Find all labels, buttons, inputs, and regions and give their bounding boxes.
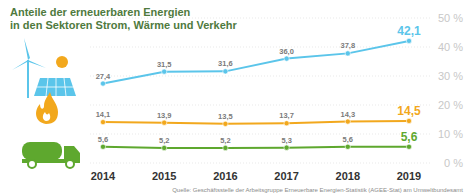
- title: Anteile der erneuerbaren Energien: [10, 6, 191, 18]
- x-tick-label: 2018: [336, 170, 360, 182]
- grid-line: [90, 105, 432, 106]
- point: [162, 120, 167, 125]
- series-line: [103, 41, 409, 84]
- data-label: 5,3: [281, 136, 291, 145]
- data-label: 5,6: [401, 130, 418, 144]
- subtitle: in den Sektoren Strom, Wärme und Verkehr: [10, 19, 237, 31]
- point: [162, 145, 167, 150]
- data-label: 31,5: [157, 60, 172, 69]
- point: [284, 145, 289, 150]
- icon-wheel: [66, 160, 74, 168]
- icon-solar: [34, 78, 76, 96]
- data-label: 13,5: [218, 112, 233, 121]
- point: [223, 145, 228, 150]
- data-label: 37,8: [340, 41, 355, 50]
- data-label: 14,5: [397, 104, 421, 118]
- icon-solar-grid: [37, 78, 73, 96]
- data-label: 13,7: [279, 111, 294, 120]
- x-tick-label: 2014: [91, 170, 116, 182]
- grid-line: [90, 134, 432, 135]
- data-label: 31,6: [218, 59, 233, 68]
- y-tick-label: 30 %: [438, 70, 463, 82]
- icon-wheel: [28, 160, 36, 168]
- data-label: 27,4: [96, 72, 111, 81]
- point: [284, 56, 289, 61]
- data-label: 14,1: [96, 110, 111, 119]
- data-label: 13,9: [157, 111, 172, 120]
- series-line: [103, 121, 409, 124]
- icon-flame-inner: [43, 112, 50, 121]
- data-label: 5,6: [98, 135, 108, 144]
- y-tick-label: 50 %: [438, 12, 463, 24]
- y-tick-label: 20 %: [438, 99, 463, 111]
- point: [100, 120, 105, 125]
- grid-line: [90, 18, 432, 19]
- source: Quelle: Geschäftsstelle der Arbeitsgrupp…: [172, 187, 463, 193]
- chart: Anteile der erneuerbaren Energienin den …: [0, 0, 468, 196]
- point: [345, 144, 350, 149]
- grid-line: [90, 163, 432, 164]
- data-label: 5,6: [343, 135, 353, 144]
- icon-turbine: [27, 60, 29, 98]
- icon-sun: [56, 56, 68, 68]
- point: [406, 118, 411, 123]
- x-tick-label: 2017: [274, 170, 298, 182]
- point: [100, 81, 105, 86]
- point: [162, 69, 167, 74]
- icon-truck-tank: [22, 142, 62, 160]
- point: [345, 51, 350, 56]
- icons: [12, 38, 80, 168]
- data-label: 5,2: [220, 136, 230, 145]
- y-tick-label: 0 %: [444, 157, 463, 169]
- y-tick-label: 10 %: [438, 128, 463, 140]
- point: [406, 38, 411, 43]
- point: [100, 144, 105, 149]
- y-tick-label: 40 %: [438, 41, 463, 53]
- data-label: 14,3: [340, 110, 355, 119]
- data-label: 42,1: [397, 24, 421, 38]
- icon-turbine-blades: [12, 38, 46, 70]
- series-line: [103, 147, 409, 148]
- x-tick-label: 2019: [397, 170, 421, 182]
- point: [223, 121, 228, 126]
- point: [284, 121, 289, 126]
- icon-flame: [36, 92, 58, 124]
- plot-area: [100, 38, 411, 150]
- x-tick-label: 2015: [152, 170, 176, 182]
- x-tick-label: 2016: [213, 170, 237, 182]
- point: [406, 144, 411, 149]
- point: [223, 69, 228, 74]
- data-label: 36,0: [279, 47, 294, 56]
- data-labels: 27,4 31,5 31,6 36,0 37,8 42,1 14,1 13,9 13,5 13,7…: [96, 24, 421, 145]
- data-label: 5,2: [159, 136, 169, 145]
- point: [345, 119, 350, 124]
